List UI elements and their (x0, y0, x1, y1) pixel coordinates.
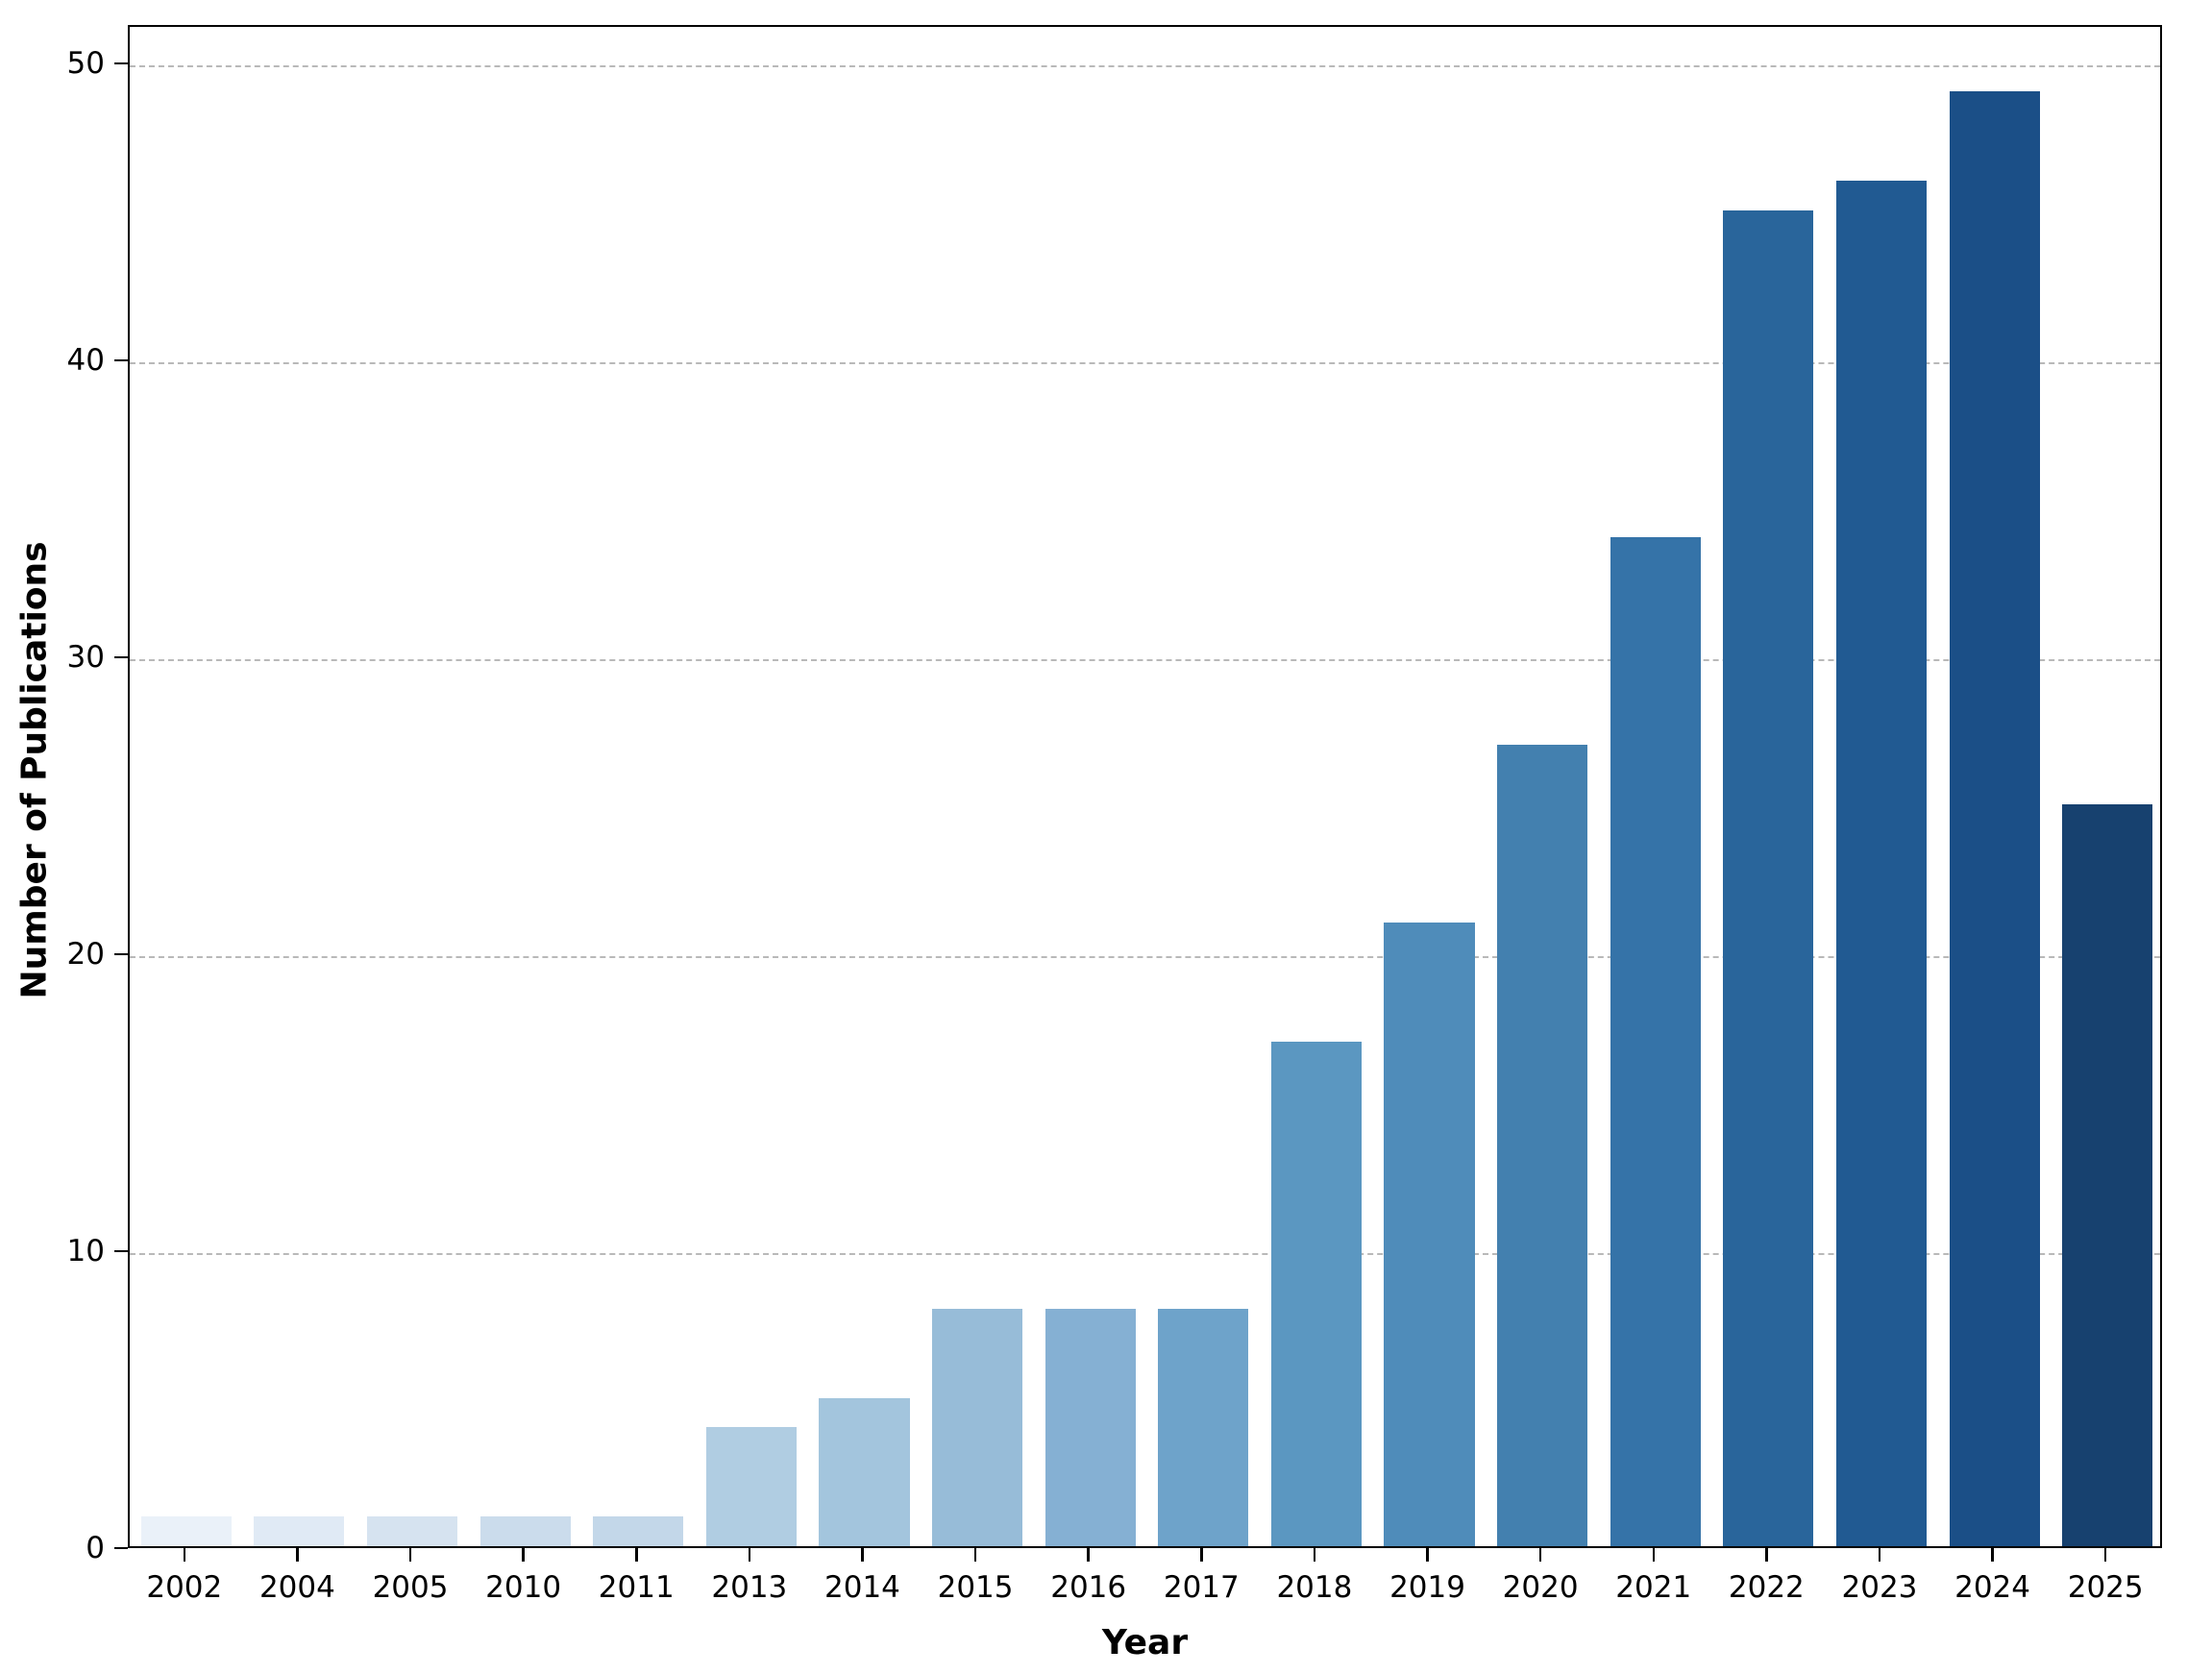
bar-2018 (1270, 1041, 1362, 1546)
x-tick-label-2014: 2014 (824, 1570, 900, 1605)
x-tick-label-2023: 2023 (1841, 1570, 1918, 1605)
gridline-y30 (130, 659, 2160, 662)
bar-2016 (1045, 1308, 1136, 1546)
x-tick-label-2019: 2019 (1389, 1570, 1465, 1605)
bar-2020 (1497, 744, 1588, 1546)
x-tick-mark-2022 (1765, 1548, 1768, 1562)
x-tick-mark-2017 (1200, 1548, 1203, 1562)
gridline-y50 (130, 65, 2160, 68)
x-tick-mark-2023 (1878, 1548, 1881, 1562)
y-tick-mark-40 (114, 358, 128, 362)
bar-2022 (1723, 209, 1814, 1546)
x-tick-mark-2019 (1426, 1548, 1429, 1562)
x-tick-mark-2024 (1991, 1548, 1994, 1562)
y-tick-label-10: 10 (66, 1233, 105, 1268)
x-tick-mark-2014 (861, 1548, 864, 1562)
x-tick-label-2005: 2005 (372, 1570, 449, 1605)
x-tick-mark-2002 (183, 1548, 186, 1562)
gridline-y20 (130, 956, 2160, 959)
x-tick-mark-2004 (296, 1548, 299, 1562)
plot-area (128, 25, 2162, 1548)
x-tick-label-2018: 2018 (1276, 1570, 1353, 1605)
y-tick-label-30: 30 (66, 639, 105, 675)
bar-2002 (140, 1516, 232, 1546)
gridline-y40 (130, 362, 2160, 365)
x-tick-mark-2025 (2103, 1548, 2107, 1562)
bar-2015 (932, 1308, 1023, 1546)
bar-2010 (479, 1516, 571, 1546)
bar-2017 (1158, 1308, 1249, 1546)
x-tick-mark-2016 (1087, 1548, 1090, 1562)
x-tick-label-2024: 2024 (1954, 1570, 2031, 1605)
x-tick-mark-2010 (522, 1548, 525, 1562)
x-tick-label-2004: 2004 (258, 1570, 335, 1605)
x-tick-mark-2018 (1313, 1548, 1316, 1562)
x-tick-mark-2021 (1652, 1548, 1655, 1562)
x-tick-label-2010: 2010 (485, 1570, 562, 1605)
y-tick-mark-20 (114, 952, 128, 956)
x-tick-label-2002: 2002 (146, 1570, 223, 1605)
x-tick-mark-2013 (748, 1548, 751, 1562)
y-tick-mark-10 (114, 1249, 128, 1253)
bar-2011 (593, 1516, 684, 1546)
x-tick-label-2021: 2021 (1615, 1570, 1692, 1605)
bar-2014 (819, 1397, 910, 1546)
x-tick-label-2011: 2011 (598, 1570, 675, 1605)
bar-2023 (1835, 180, 1927, 1546)
bar-2025 (2062, 803, 2153, 1546)
y-tick-mark-50 (114, 62, 128, 65)
x-tick-label-2017: 2017 (1163, 1570, 1240, 1605)
x-tick-label-2022: 2022 (1728, 1570, 1805, 1605)
y-tick-mark-0 (114, 1546, 128, 1550)
y-tick-label-40: 40 (66, 342, 105, 378)
bar-2024 (1949, 91, 2040, 1546)
x-tick-label-2016: 2016 (1050, 1570, 1127, 1605)
y-tick-label-0: 0 (86, 1530, 105, 1565)
gridline-y10 (130, 1253, 2160, 1256)
x-tick-label-2025: 2025 (2067, 1570, 2144, 1605)
x-tick-mark-2011 (635, 1548, 638, 1562)
bar-2005 (366, 1516, 458, 1546)
x-tick-label-2015: 2015 (937, 1570, 1014, 1605)
x-axis-label: Year (1101, 1623, 1189, 1662)
y-tick-mark-30 (114, 655, 128, 659)
x-tick-mark-2005 (408, 1548, 412, 1562)
bar-2019 (1384, 923, 1475, 1546)
x-tick-mark-2015 (973, 1548, 977, 1562)
x-tick-mark-2020 (1538, 1548, 1542, 1562)
bar-2004 (254, 1516, 345, 1546)
bar-2021 (1610, 536, 1701, 1546)
y-axis-label: Number of Publications (14, 540, 55, 998)
x-tick-label-2020: 2020 (1502, 1570, 1579, 1605)
y-tick-label-50: 50 (66, 45, 105, 81)
bar-2013 (705, 1427, 797, 1546)
y-tick-label-20: 20 (66, 936, 105, 972)
x-tick-label-2013: 2013 (711, 1570, 788, 1605)
